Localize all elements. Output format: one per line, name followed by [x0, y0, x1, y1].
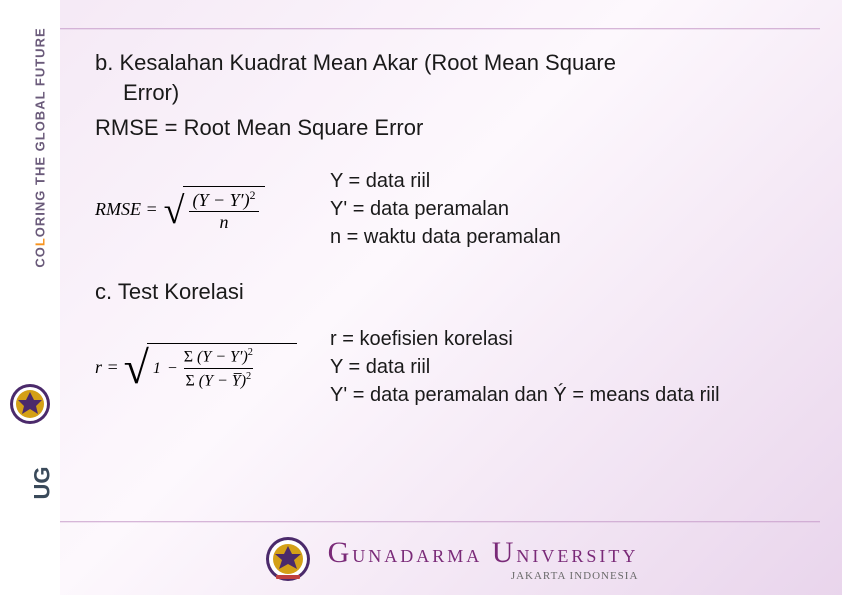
section-c-row: r = √ 1 − Σ (Y − Y′)2	[95, 325, 815, 409]
section-b-row: RMSE = √ (Y − Y′)2 n	[95, 167, 815, 251]
legend-c-2: Y = data riil	[330, 353, 720, 381]
section-b-title-line1: b. Kesalahan Kuadrat Mean Akar (Root Mea…	[95, 50, 616, 75]
radical-icon: √	[124, 345, 149, 391]
r-num-term: (Y − Y′)	[197, 348, 248, 365]
r-formula: r = √ 1 − Σ (Y − Y′)2	[95, 343, 330, 391]
tagline-accent: L	[33, 237, 48, 246]
sidebar-tagline: COLORING THE GLOBAL FUTURE	[33, 0, 48, 308]
radical-icon: √	[164, 192, 185, 233]
section-c-legend: r = koefisien korelasi Y = data riil Y' …	[330, 325, 720, 409]
rmse-exp: 2	[250, 189, 256, 202]
footer: Gunadarma University JAKARTA INDONESIA	[60, 523, 842, 595]
tagline-suffix: ORING THE GLOBAL FUTURE	[33, 27, 48, 237]
sidebar: COLORING THE GLOBAL FUTURE UG	[0, 0, 60, 595]
sigma-icon: Σ	[185, 373, 194, 390]
rmse-den: n	[215, 212, 232, 233]
r-den-exp: 2	[246, 371, 251, 382]
footer-text: Gunadarma University JAKARTA INDONESIA	[328, 536, 639, 582]
rmse-lhs: RMSE	[95, 199, 141, 219]
footer-logo-icon	[264, 535, 312, 583]
legend-b-2: Y' = data peramalan	[330, 195, 561, 223]
rmse-formula: RMSE = √ (Y − Y′)2 n	[95, 186, 330, 233]
sigma-icon: Σ	[184, 348, 193, 365]
section-b-legend: Y = data riil Y' = data peramalan n = wa…	[330, 167, 561, 251]
divider-top	[60, 28, 820, 30]
r-den-term: (Y − Y̅)	[199, 373, 246, 390]
section-b-title: b. Kesalahan Kuadrat Mean Akar (Root Mea…	[95, 48, 815, 107]
sidebar-ug-label: UG	[30, 467, 56, 500]
r-one: 1	[153, 360, 161, 378]
section-b-title-line2: Error)	[95, 78, 815, 108]
section-b-subtitle: RMSE = Root Mean Square Error	[95, 115, 815, 141]
legend-b-1: Y = data riil	[330, 167, 561, 195]
slide-background: COLORING THE GLOBAL FUTURE UG b. Kesalah…	[0, 0, 842, 595]
content-area: b. Kesalahan Kuadrat Mean Akar (Root Mea…	[95, 48, 815, 437]
tagline-prefix: CO	[33, 246, 48, 268]
r-num-exp: 2	[248, 347, 253, 358]
legend-c-1: r = koefisien korelasi	[330, 325, 720, 353]
r-lhs: r	[95, 357, 102, 377]
legend-b-3: n = waktu data peramalan	[330, 223, 561, 251]
legend-c-3: Y' = data peramalan dan Ý = means data r…	[330, 381, 720, 409]
sidebar-logo-icon	[8, 382, 52, 426]
university-location: JAKARTA INDONESIA	[328, 570, 639, 582]
rmse-num: (Y − Y′)	[193, 190, 250, 210]
section-c-title: c. Test Korelasi	[95, 279, 815, 305]
university-name: Gunadarma University	[328, 536, 639, 570]
